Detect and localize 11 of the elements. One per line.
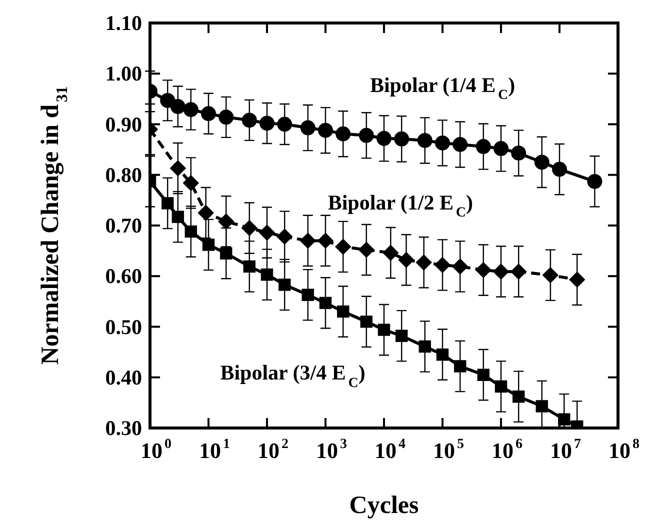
y-tick-label: 0.50 — [105, 314, 142, 339]
y-tick-label: 1.00 — [105, 62, 142, 86]
y-tick-label: 1.10 — [105, 11, 142, 35]
y-axis-title: Normalized Change in d31 — [37, 86, 71, 365]
y-tick-label: 0.60 — [105, 264, 142, 288]
y-tick-label: 0.30 — [105, 416, 142, 440]
x-axis-title: Cycles — [349, 492, 419, 519]
y-tick-label: 0.40 — [105, 365, 142, 390]
y-tick-label: 0.90 — [105, 112, 142, 136]
y-tick-label: 0.80 — [105, 162, 142, 187]
y-tick-label: 0.70 — [105, 214, 142, 238]
